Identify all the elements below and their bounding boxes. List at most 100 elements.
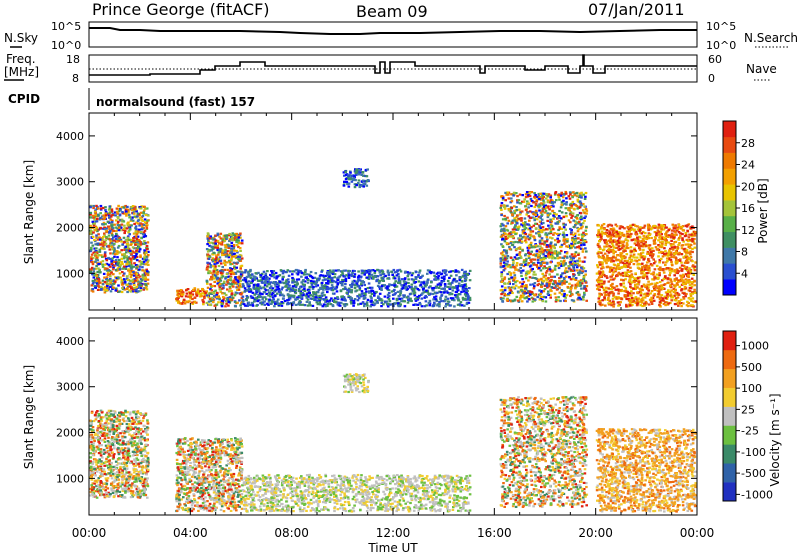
data-cell — [247, 286, 251, 289]
data-cell — [238, 277, 241, 280]
data-cell — [117, 244, 121, 248]
data-cell — [188, 300, 191, 303]
data-cell — [110, 221, 114, 224]
data-cell — [306, 295, 310, 298]
data-cell — [583, 216, 586, 219]
data-cell — [446, 297, 450, 300]
data-cell — [461, 298, 465, 301]
data-cell — [570, 242, 573, 245]
data-cell — [524, 277, 528, 280]
data-cell — [461, 304, 464, 307]
data-cell — [358, 288, 362, 291]
data-cell — [533, 239, 537, 242]
data-cell — [352, 302, 355, 305]
data-cell — [535, 250, 539, 253]
data-cell — [247, 283, 251, 286]
data-cell — [220, 304, 224, 307]
data-cell — [287, 287, 290, 290]
data-cell — [569, 258, 573, 261]
data-cell — [350, 297, 353, 300]
data-cell — [466, 293, 470, 296]
data-cell — [99, 217, 102, 220]
data-cell — [503, 276, 507, 279]
data-cell — [523, 198, 526, 201]
data-cell — [124, 267, 128, 270]
data-cell — [95, 275, 98, 278]
data-cell — [541, 298, 544, 301]
data-cell — [580, 298, 584, 301]
data-cell — [378, 280, 382, 283]
data-cell — [690, 299, 693, 303]
data-cell — [371, 289, 375, 293]
data-cell — [92, 214, 95, 217]
data-cell — [225, 272, 229, 275]
data-cell — [247, 275, 251, 278]
data-cell — [406, 301, 410, 304]
data-cell — [235, 276, 239, 279]
data-cell — [263, 300, 266, 303]
data-cell — [559, 275, 563, 278]
data-cell — [455, 294, 459, 297]
data-cell — [125, 263, 129, 266]
data-cell — [539, 252, 543, 255]
data-cell — [357, 274, 361, 277]
data-cell — [531, 276, 534, 279]
data-cell — [206, 261, 209, 264]
data-cell — [513, 217, 516, 220]
data-cell — [255, 287, 259, 290]
data-cell — [366, 298, 370, 301]
data-cell — [379, 274, 382, 277]
data-cell — [606, 225, 610, 228]
data-cell — [276, 298, 280, 301]
data-cell — [549, 194, 553, 197]
data-cell — [291, 287, 295, 290]
data-cell — [559, 206, 563, 209]
data-cell — [112, 273, 115, 276]
data-cell — [573, 192, 576, 196]
data-cell — [123, 241, 126, 244]
data-cell — [557, 196, 561, 199]
data-cell — [553, 201, 556, 204]
data-cell — [222, 284, 225, 287]
data-cell — [95, 220, 99, 223]
data-cell — [662, 228, 666, 231]
data-cell — [503, 264, 507, 267]
data-cell — [363, 302, 367, 306]
data-cell — [522, 229, 525, 233]
data-cell — [420, 305, 424, 308]
data-cell — [420, 276, 423, 279]
data-cell — [386, 269, 390, 272]
data-cell — [520, 300, 524, 303]
data-cell — [103, 276, 106, 279]
data-cell — [114, 235, 117, 238]
data-cell — [690, 285, 694, 288]
data-cell — [361, 271, 365, 274]
data-cell — [105, 229, 109, 232]
data-cell — [404, 270, 407, 273]
data-cell — [230, 259, 233, 262]
data-cell — [569, 221, 572, 224]
data-cell — [693, 242, 696, 245]
data-cell — [551, 237, 554, 240]
data-cell — [516, 299, 520, 302]
data-cell — [331, 289, 335, 292]
data-cell — [138, 275, 142, 278]
data-cell — [352, 174, 355, 177]
data-cell — [110, 284, 114, 287]
data-cell — [521, 224, 525, 227]
data-cell — [264, 273, 267, 277]
data-cell — [619, 235, 622, 239]
data-cell — [601, 261, 604, 264]
data-cell — [392, 277, 395, 280]
data-cell — [343, 297, 347, 300]
data-cell — [562, 264, 565, 267]
data-cell — [564, 223, 567, 226]
data-cell — [355, 282, 358, 285]
data-cell — [218, 235, 221, 238]
data-cell — [130, 238, 134, 242]
data-cell — [91, 263, 95, 266]
data-cell — [209, 303, 213, 307]
data-cell — [521, 249, 524, 252]
data-cell — [226, 243, 229, 246]
data-cell — [118, 224, 122, 227]
